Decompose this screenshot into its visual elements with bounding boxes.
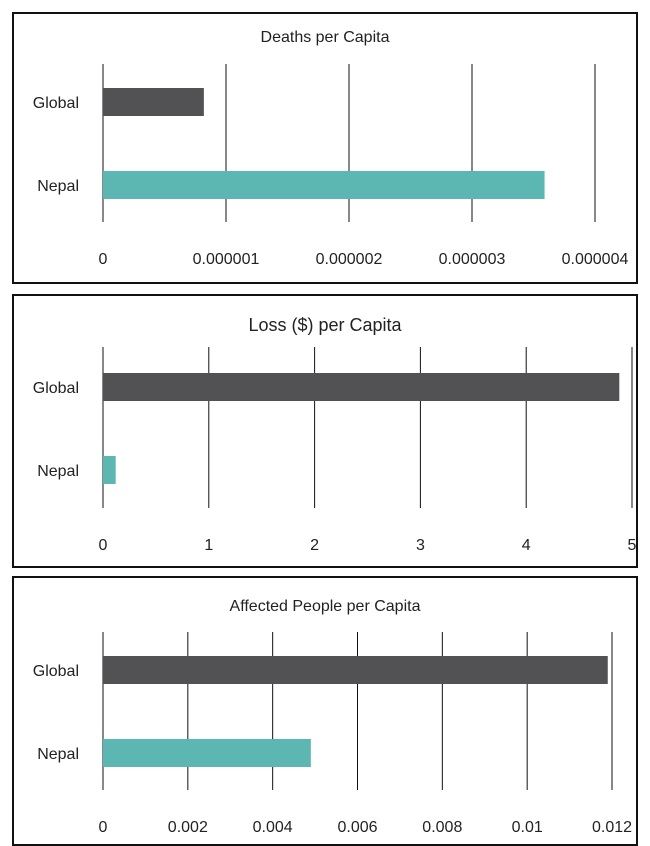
chart-1: Deaths per Capita Global Nepal 0 0.000001 0.0… — [12, 12, 638, 284]
tick-label: 0 — [99, 537, 108, 554]
category-label: Nepal — [37, 746, 79, 763]
tick-label: 0.000004 — [562, 251, 629, 268]
chart-title: Deaths per Capita — [261, 29, 390, 46]
tick-label: 2 — [310, 537, 319, 554]
tick-label: 0 — [99, 819, 108, 836]
category-label: Nepal — [37, 463, 79, 480]
category-label: Global — [33, 663, 79, 680]
tick-label: 0 — [99, 251, 108, 268]
tick-label: 0.004 — [253, 819, 293, 836]
chart-frame — [12, 576, 638, 846]
bar-global — [103, 373, 620, 401]
bar-global — [103, 656, 608, 684]
tick-label: 5 — [628, 537, 637, 554]
bar-global — [103, 88, 204, 116]
category-label: Global — [33, 95, 79, 112]
tick-label: 0.008 — [422, 819, 462, 836]
tick-label: 0.000002 — [316, 251, 383, 268]
chart-title: Loss ($) per Capita — [248, 315, 402, 335]
bar-nepal — [103, 171, 545, 199]
bar-nepal — [103, 456, 116, 484]
chart-title: Affected People per Capita — [230, 598, 421, 615]
chart-frame — [12, 294, 638, 568]
tick-label: 1 — [204, 537, 213, 554]
bar-nepal — [103, 739, 311, 767]
tick-label: 0.01 — [512, 819, 543, 836]
tick-label: 0.006 — [337, 819, 377, 836]
category-label: Nepal — [37, 178, 79, 195]
tick-label: 0.012 — [592, 819, 632, 836]
chart-2: Loss ($) per Capita Global Nepal 0 1 2 3 4 5 — [12, 294, 638, 568]
chart-frame — [12, 12, 638, 284]
tick-label: 0.002 — [168, 819, 208, 836]
tick-label: 0.000001 — [193, 251, 260, 268]
tick-label: 3 — [416, 537, 425, 554]
tick-label: 4 — [522, 537, 531, 554]
tick-label: 0.000003 — [439, 251, 506, 268]
category-label: Global — [33, 380, 79, 397]
chart-3: Affected People per Capita Global Nepal 0 0.… — [12, 576, 638, 846]
